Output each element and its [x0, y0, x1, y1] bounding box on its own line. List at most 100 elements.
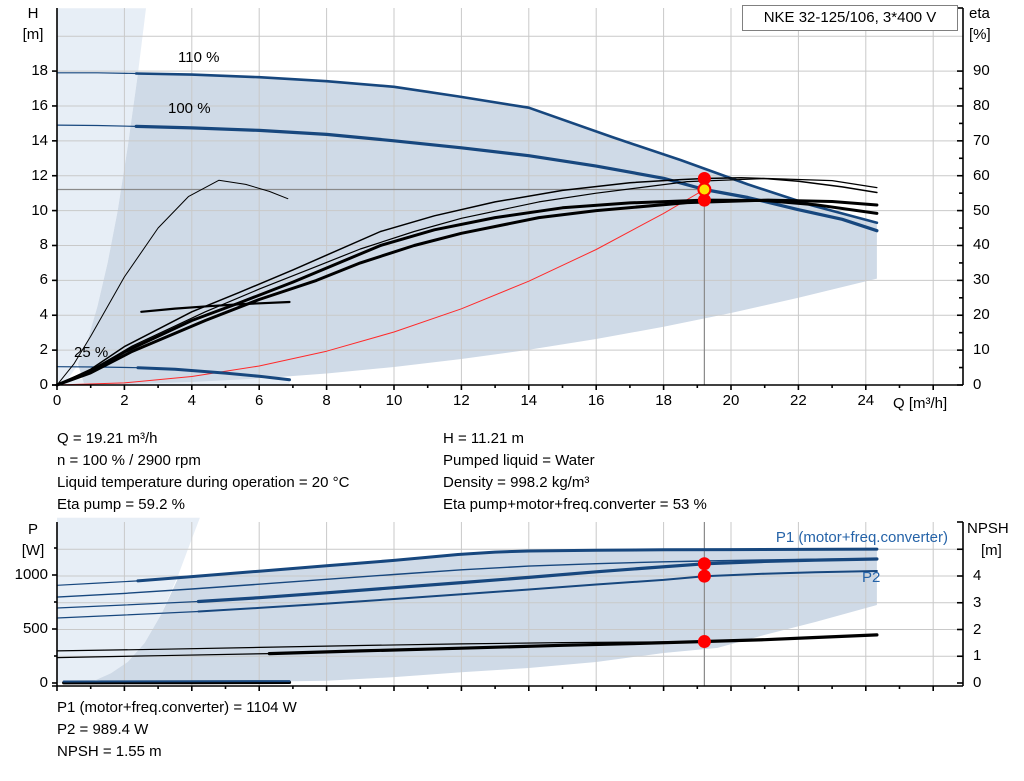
- x-axis-tick-24: 24: [857, 392, 875, 409]
- x-axis-tick-2: 2: [120, 392, 129, 409]
- x-axis-tick-4: 4: [187, 392, 196, 409]
- info-eta-total: Eta pump+motor+freq.converter = 53 %: [443, 496, 707, 513]
- p2-point-marker: [697, 569, 711, 583]
- npsh-point-marker: [697, 635, 711, 649]
- x-axis-tick-10: 10: [385, 392, 403, 409]
- left-axis-tick-0: 0: [39, 674, 48, 691]
- left-axis-tick-6: 6: [39, 271, 48, 289]
- p2-curve-label: P2: [862, 569, 881, 586]
- eta-axis-unit: [%]: [969, 26, 991, 43]
- p1-100-thin-curve: [56, 600, 200, 609]
- info-npsh: NPSH = 1.55 m: [57, 743, 162, 760]
- info-p2: P2 = 989.4 W: [57, 721, 149, 738]
- x-axis-tick-16: 16: [587, 392, 605, 409]
- right-axis-tick-10: 10: [973, 341, 990, 359]
- info-speed: n = 100 % / 2900 rpm: [57, 452, 201, 469]
- h-axis-title: H: [27, 5, 39, 22]
- hq-110-curve: [134, 72, 879, 225]
- left-axis-tick-12: 12: [31, 166, 48, 184]
- eta-pump-110-curve: [56, 177, 878, 386]
- x-axis-tick-20: 20: [722, 392, 740, 409]
- x-axis-tick-18: 18: [655, 392, 672, 409]
- p-axis-title: P: [27, 521, 38, 538]
- right-axis-tick-40: 40: [973, 236, 990, 254]
- right-axis-tick-0: 0: [973, 376, 982, 393]
- x-axis-tick-12: 12: [453, 392, 470, 409]
- p1-110-curve: [136, 547, 879, 583]
- right-axis-tick-4: 4: [973, 567, 982, 584]
- right-axis-tick-70: 70: [973, 131, 990, 149]
- pump-title-box: NKE 32-125/106, 3*400 V: [742, 5, 958, 31]
- p2-100-curve: [197, 570, 878, 613]
- allowed-range-pale: [57, 517, 200, 683]
- left-axis-tick-1000: 1000: [14, 566, 48, 583]
- p1-curve-label: P1 (motor+freq.converter): [775, 529, 948, 546]
- left-axis-tick-18: 18: [31, 62, 48, 80]
- right-axis-tick-90: 90: [973, 62, 990, 80]
- info-head: H = 11.21 m: [443, 430, 525, 447]
- eta-total-25-curve: [140, 300, 291, 313]
- info-pumped-liquid: Pumped liquid = Water: [443, 452, 595, 469]
- q-axis-title: Q [m³/h]: [893, 395, 948, 412]
- info-eta-pump: Eta pump = 59.2 %: [57, 496, 185, 513]
- x-axis-tick-14: 14: [520, 392, 538, 409]
- right-axis-tick-20: 20: [973, 306, 990, 324]
- duty-info-bottom: P1 (motor+freq.converter) = 1104 W P2 = …: [57, 697, 297, 763]
- left-axis-tick-14: 14: [31, 131, 48, 149]
- right-axis-tick-30: 30: [973, 271, 990, 289]
- left-axis-tick-500: 500: [22, 620, 48, 637]
- speed-25-label: 25 %: [74, 344, 109, 361]
- eta-pump-25-curve: [56, 179, 289, 386]
- eta-total-100-curve: [55, 198, 879, 387]
- duty-info-left: Q = 19.21 m³/h n = 100 % / 2900 rpm Liqu…: [57, 428, 349, 516]
- right-axis-tick-0: 0: [973, 674, 982, 691]
- right-axis-tick-2: 2: [973, 620, 982, 638]
- eta-axis-title: eta: [969, 5, 990, 22]
- p2-110-curve: [56, 558, 878, 598]
- eta-pump-100-curve: [56, 177, 878, 386]
- right-axis-tick-80: 80: [973, 96, 990, 114]
- speed-110-label: 110 %: [178, 49, 220, 66]
- npsh-axis-title: NPSH: [967, 520, 1009, 537]
- npsh-100-curve: [267, 633, 879, 656]
- x-axis-tick-8: 8: [322, 392, 331, 409]
- hq-100-thin-curve: [56, 124, 137, 128]
- eta-pump-point-marker: [697, 172, 711, 186]
- npsh-axis-unit: [m]: [981, 542, 1002, 559]
- info-flow: Q = 19.21 m³/h: [57, 430, 158, 447]
- left-axis-tick-16: 16: [31, 96, 48, 114]
- right-axis-tick-1: 1: [973, 647, 982, 665]
- x-axis-tick-22: 22: [790, 392, 807, 409]
- p-axis-unit: [W]: [21, 542, 45, 559]
- hq-25-curve: [136, 366, 291, 382]
- p2-100-thin-curve: [56, 610, 200, 619]
- x-axis-tick-6: 6: [255, 392, 264, 409]
- p1-100-curve: [196, 557, 879, 604]
- h-axis-unit: [m]: [22, 26, 44, 43]
- right-axis-tick-60: 60: [973, 166, 990, 184]
- right-axis-tick-50: 50: [973, 201, 990, 219]
- npsh-110-curve: [56, 640, 706, 652]
- left-axis-tick-8: 8: [39, 236, 48, 254]
- allowed-range-pale: [57, 8, 146, 386]
- info-p1: P1 (motor+freq.converter) = 1104 W: [57, 699, 297, 716]
- info-liquid-temp: Liquid temperature during operation = 20…: [57, 474, 350, 491]
- affinity-parabola-curve: [56, 189, 705, 386]
- left-axis-tick-4: 4: [39, 306, 48, 324]
- info-density: Density = 998.2 kg/m³: [443, 474, 590, 491]
- right-axis-tick-3: 3: [973, 593, 982, 611]
- p1-110-thin-curve: [56, 580, 139, 586]
- p1-point-marker: [697, 557, 711, 571]
- left-axis-tick-2: 2: [39, 341, 48, 359]
- duty-info-right: H = 11.21 m Pumped liquid = Water Densit…: [443, 428, 707, 516]
- npsh-100-thin-curve: [56, 652, 270, 659]
- hq-100-curve: [134, 124, 879, 233]
- x-axis-tick-0: 0: [52, 392, 62, 409]
- eta-total-point-marker: [697, 193, 711, 207]
- left-axis-tick-0: 0: [39, 376, 48, 393]
- duty-point-marker: [697, 182, 712, 197]
- speed-100-label: 100 %: [168, 100, 211, 117]
- left-axis-tick-10: 10: [31, 201, 48, 219]
